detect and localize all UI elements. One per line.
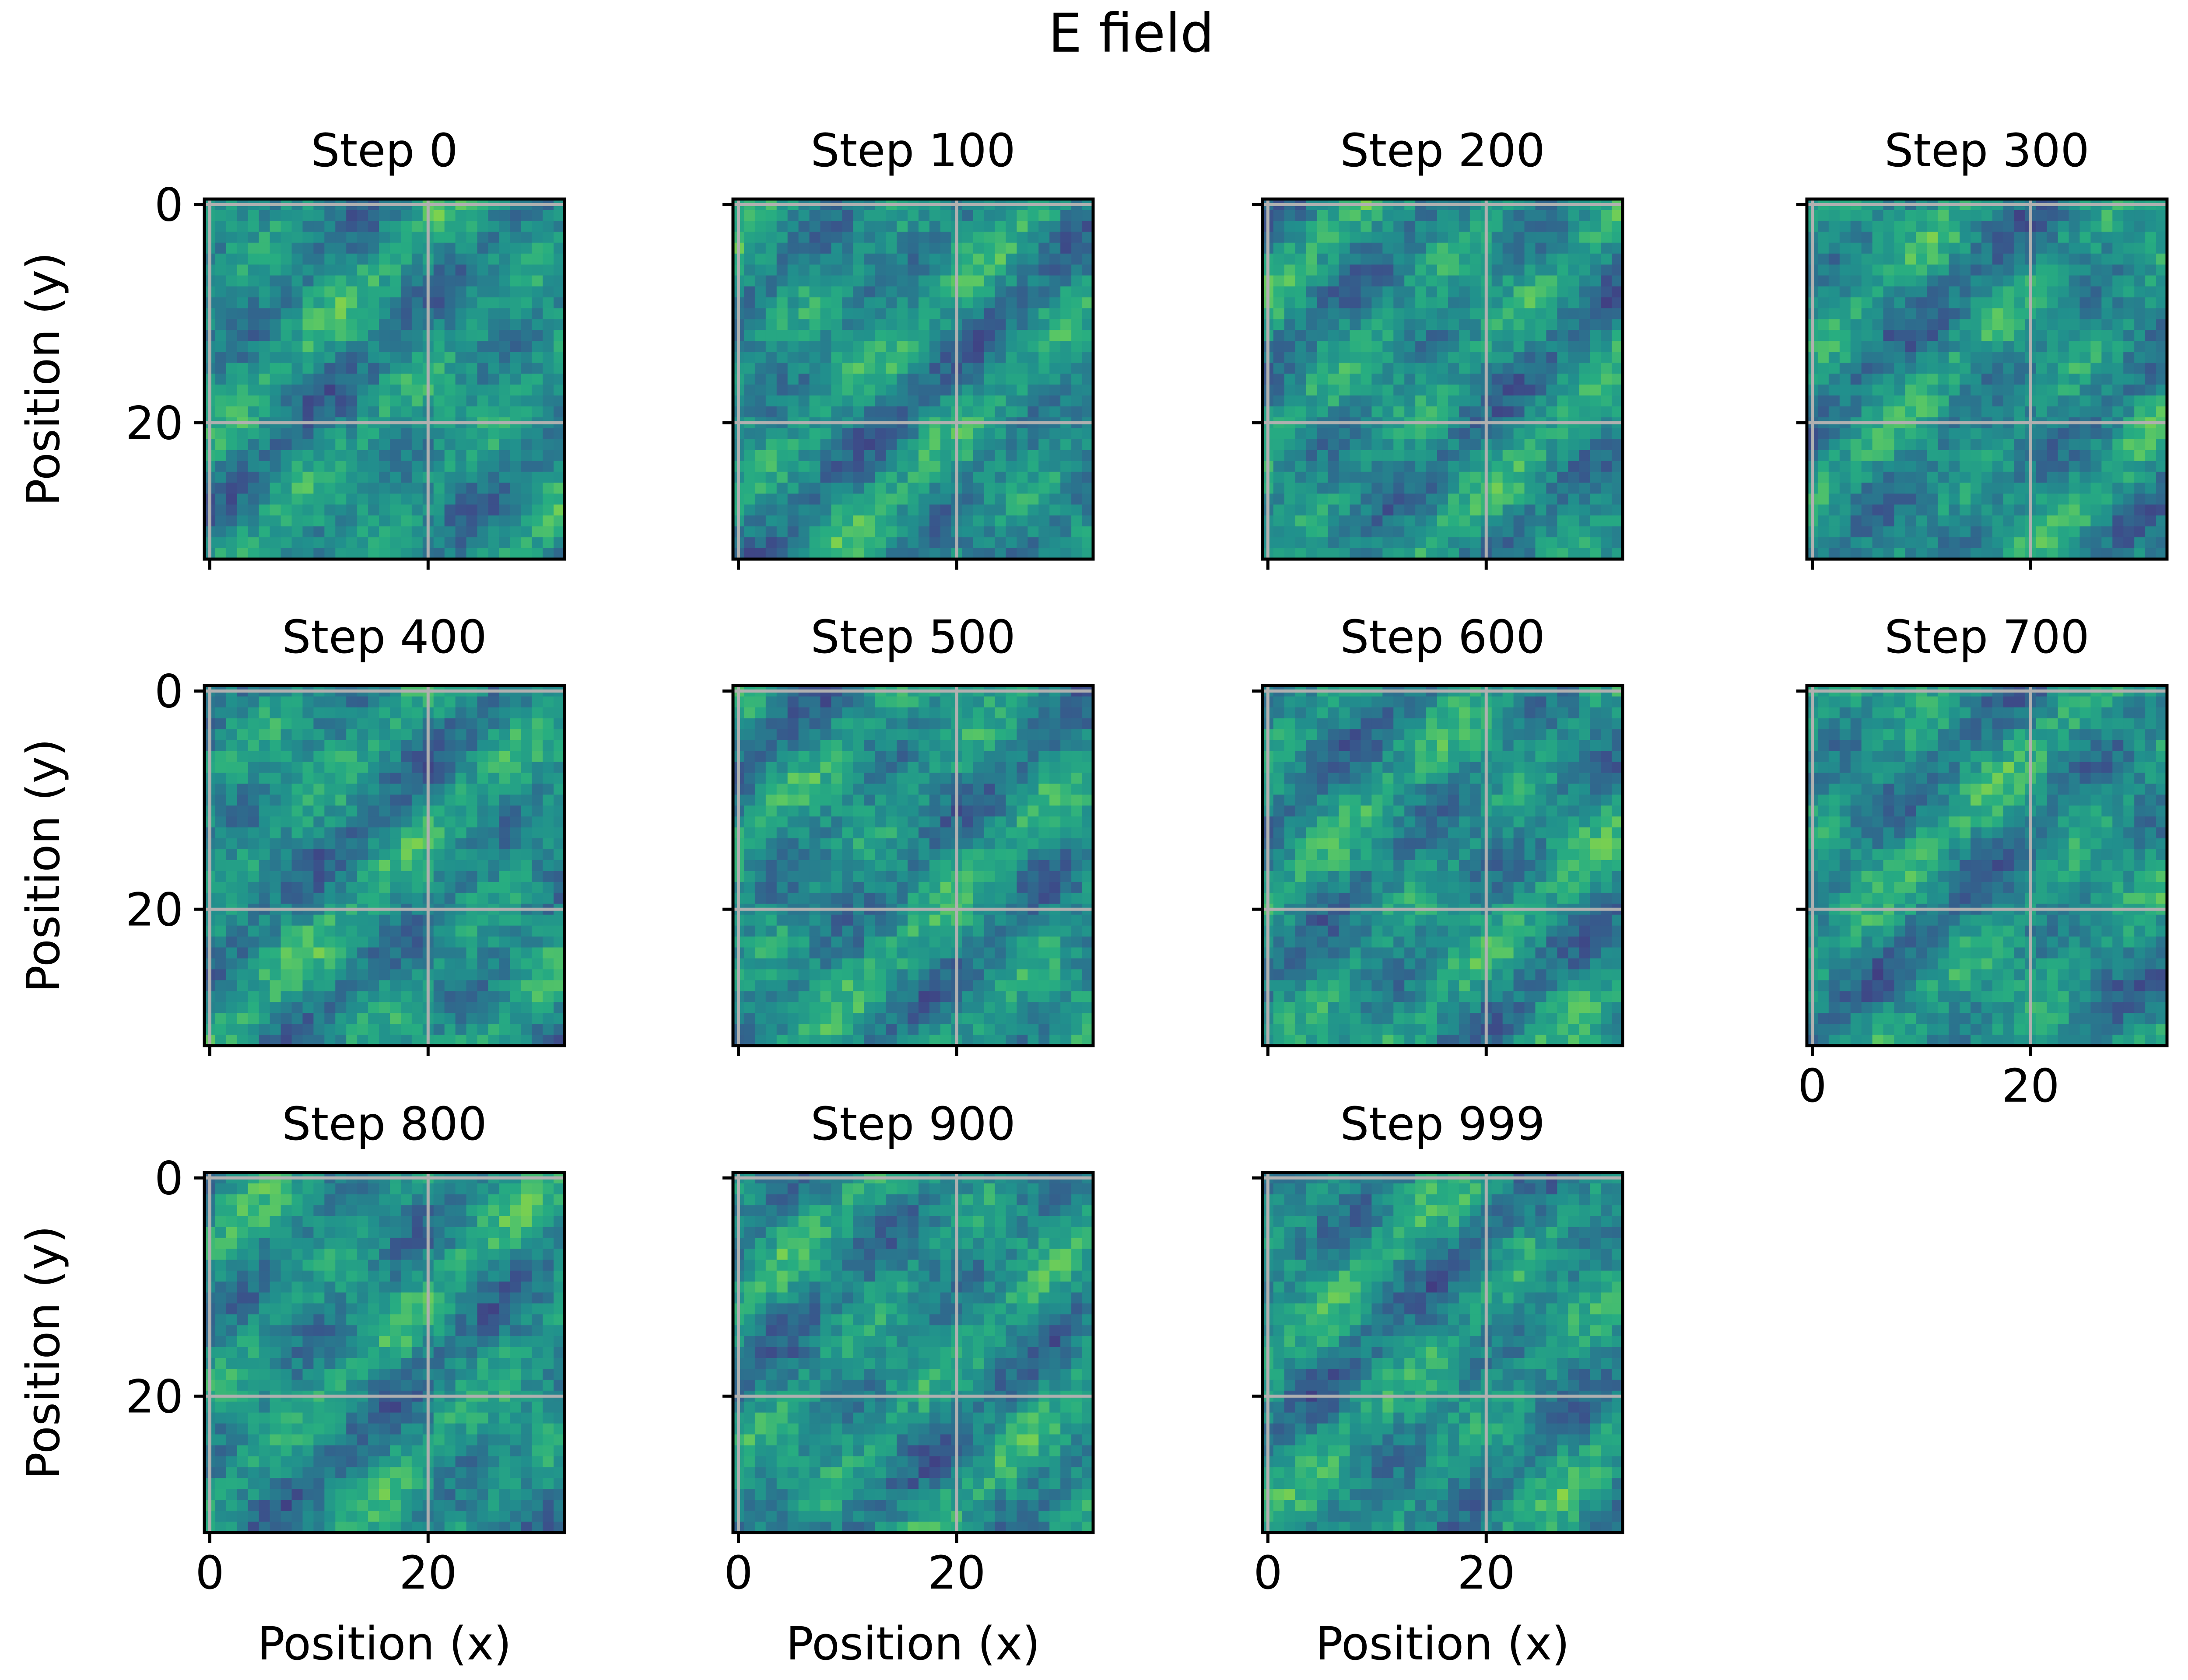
axes-frame — [203, 197, 566, 561]
heatmap-panel: Step 0 0 20 Position (y) — [17, 124, 566, 570]
y-tick-label: 20 — [126, 396, 183, 450]
x-tick-label: 0 — [1253, 1546, 1282, 1600]
axes-frame — [731, 197, 1095, 561]
y-tick-label: 20 — [126, 883, 183, 936]
figure-title: E field — [1048, 2, 1214, 64]
axes-frame — [203, 1171, 566, 1534]
x-tick-label: 20 — [399, 1546, 457, 1600]
heatmap-cells — [204, 1172, 565, 1533]
y-axis-label: Position (y) — [17, 738, 70, 993]
panel-title: Step 100 — [810, 124, 1015, 177]
panel-title: Step 800 — [282, 1097, 487, 1151]
y-tick-label: 0 — [154, 665, 183, 718]
axes-frame — [1805, 684, 2169, 1047]
panel-title: Step 600 — [1340, 610, 1545, 664]
y-axis-label: Position (y) — [17, 1225, 70, 1480]
heatmap-cells — [204, 686, 565, 1046]
heatmap-cells — [1807, 199, 2167, 560]
axes-frame — [1805, 197, 2169, 561]
x-axis-label: Position (x) — [786, 1617, 1040, 1670]
axes-frame — [1261, 684, 1624, 1047]
heatmap-panel: Step 800 0 20 0 20 Position (x) Position (y) — [17, 1097, 566, 1670]
axes-frame — [731, 684, 1095, 1047]
heatmap-cells — [1262, 199, 1623, 560]
heatmap-panel: Step 200 — [1252, 124, 1624, 570]
panels-group: Step 0 0 20 Position (y) Step 100 Step 200 Ste… — [17, 124, 2169, 1670]
x-tick-label: 20 — [928, 1546, 985, 1600]
axes-frame — [731, 1171, 1095, 1534]
panel-title: Step 999 — [1340, 1097, 1545, 1151]
panel-title: Step 200 — [1340, 124, 1545, 177]
heatmap-panel: Step 100 — [722, 124, 1095, 570]
heatmap-panel: Step 400 0 20 Position (y) — [17, 610, 566, 1056]
y-tick-label: 20 — [126, 1370, 183, 1423]
y-tick-label: 0 — [154, 1152, 183, 1205]
x-axis-label: Position (x) — [257, 1617, 512, 1670]
panel-title: Step 900 — [810, 1097, 1015, 1151]
heatmap-panel: Step 900 0 20 Position (x) — [722, 1097, 1095, 1670]
heatmap-cells — [1807, 686, 2167, 1046]
heatmap-cells — [204, 199, 565, 560]
heatmap-cells — [733, 1172, 1094, 1533]
y-axis-label: Position (y) — [17, 252, 70, 506]
panel-title: Step 0 — [311, 124, 458, 177]
heatmap-panel: Step 600 — [1252, 610, 1624, 1056]
x-tick-label: 0 — [724, 1546, 753, 1600]
heatmap-panel: Step 700 0 20 — [1796, 610, 2169, 1113]
y-tick-label: 0 — [154, 178, 183, 231]
panel-title: Step 400 — [282, 610, 487, 664]
x-tick-label: 20 — [1457, 1546, 1515, 1600]
x-tick-label: 0 — [1798, 1059, 1827, 1113]
x-axis-label: Position (x) — [1315, 1617, 1570, 1670]
heatmap-cells — [733, 199, 1094, 560]
axes-frame — [203, 684, 566, 1047]
x-tick-label: 20 — [2002, 1059, 2059, 1113]
heatmap-panel: Step 999 0 20 Position (x) — [1252, 1097, 1624, 1670]
panel-title: Step 700 — [1884, 610, 2089, 664]
x-tick-label: 0 — [195, 1546, 224, 1600]
heatmap-cells — [1262, 686, 1623, 1046]
axes-frame — [1261, 197, 1624, 561]
heatmap-panel: Step 500 — [722, 610, 1095, 1056]
axes-frame — [1261, 1171, 1624, 1534]
panel-title: Step 500 — [810, 610, 1015, 664]
heatmap-panel: Step 300 — [1796, 124, 2169, 570]
heatmap-cells — [733, 686, 1094, 1046]
heatmap-cells — [1262, 1172, 1623, 1533]
panel-title: Step 300 — [1884, 124, 2089, 177]
